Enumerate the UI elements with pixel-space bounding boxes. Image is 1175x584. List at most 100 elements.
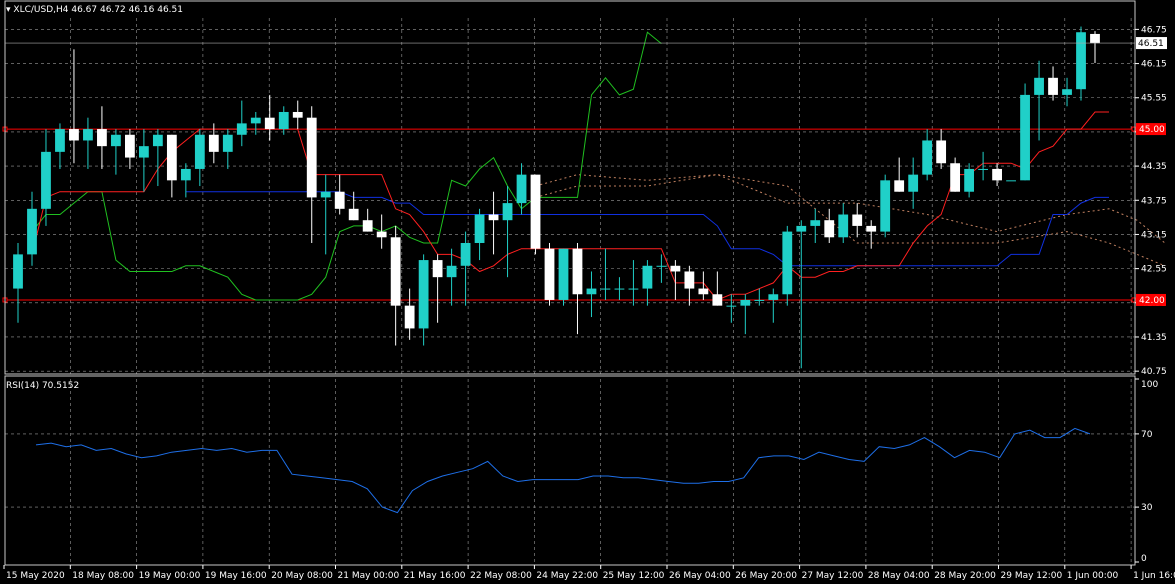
candle-body (852, 214, 863, 226)
candle-body (530, 174, 541, 249)
x-tick-label: 18 May 08:00 (72, 571, 134, 581)
x-tick-label: 20 May 08:00 (271, 571, 333, 581)
candle-body (460, 242, 471, 266)
x-tick-label: 25 May 12:00 (603, 571, 665, 581)
candle-body (1006, 180, 1016, 182)
y-tick-label: 46.15 (1141, 60, 1167, 70)
candle-body (222, 134, 233, 152)
candle-body (628, 288, 639, 290)
candle-body (684, 271, 695, 289)
candle-body (950, 163, 961, 192)
candle-body (166, 134, 177, 181)
x-tick-label: 21 May 16:00 (404, 571, 466, 581)
candle-body (432, 260, 443, 278)
candle-body (1090, 33, 1100, 44)
senkou-span-a (535, 174, 1166, 267)
candle-body (502, 203, 513, 221)
x-tick-label: 19 May 00:00 (139, 571, 201, 581)
x-tick-label: 15 May 2020 (6, 571, 65, 581)
y-tick-label: 40.75 (1141, 367, 1167, 377)
rsi-tick-label: 70 (1141, 430, 1153, 440)
rsi-tick-label: 100 (1141, 380, 1158, 390)
candle-body (320, 191, 331, 198)
candle-body (810, 220, 821, 226)
level-price-label: 45.00 (1139, 125, 1165, 135)
rsi-title: RSI(14) 70.5152 (6, 381, 80, 391)
level-price-label: 42.00 (1139, 296, 1165, 306)
candle-body (698, 288, 709, 295)
rsi-tick-label: 0 (1141, 554, 1147, 564)
candle-body (488, 214, 499, 221)
candle-body (516, 174, 527, 204)
candle-body (41, 151, 51, 209)
y-tick-label: 42.55 (1141, 265, 1167, 275)
candle-body (138, 146, 149, 158)
current-price-label: 46.51 (1138, 39, 1164, 49)
rsi-line (35, 427, 1091, 514)
rsi-panel-frame (4, 375, 1136, 566)
candle-body (1076, 32, 1086, 90)
grid (5, 18, 1135, 562)
level-price-tag (1136, 123, 1166, 136)
candle-body (27, 208, 37, 255)
candle-body (782, 231, 793, 295)
y-tick-label: 43.15 (1141, 230, 1167, 240)
candle-body (390, 237, 401, 306)
candle-body (376, 231, 387, 238)
candle-body (1062, 89, 1072, 95)
candle-body (13, 254, 23, 289)
y-tick-label: 44.35 (1141, 162, 1167, 172)
candle-body (754, 299, 765, 301)
candle-body (572, 248, 583, 295)
candle-body (642, 265, 653, 289)
x-tick-label: 26 May 20:00 (735, 571, 797, 581)
candle-body (474, 214, 485, 243)
candle-body (362, 220, 373, 232)
x-tick-label: 28 May 04:00 (868, 571, 930, 581)
candle-body (656, 265, 667, 267)
candle-body (111, 134, 121, 147)
x-tick-label: 27 May 12:00 (802, 571, 864, 581)
candle-body (292, 111, 303, 118)
x-tick-label: 29 May 12:00 (1001, 571, 1063, 581)
current-price-tag (1136, 37, 1167, 50)
tenkan-sen (31, 111, 1109, 301)
y-tick-label: 41.35 (1141, 333, 1167, 343)
x-tick-label: 24 May 22:00 (536, 571, 598, 581)
kijun-sen (185, 191, 1109, 267)
candle-body (922, 140, 933, 175)
x-tick-label: 21 May 00:00 (338, 571, 400, 581)
candle-body (544, 248, 555, 300)
candle-body (740, 299, 751, 306)
candle-body (250, 117, 261, 124)
price-axis[interactable]: 46.7546.1545.5544.9544.3543.7543.1542.55… (5, 25, 1167, 564)
candle-body (97, 129, 107, 147)
candle-body (908, 174, 919, 192)
rsi-series (35, 427, 1091, 514)
candle-body (194, 134, 205, 169)
chikou-span (31, 31, 662, 301)
y-tick-label: 45.55 (1141, 94, 1167, 104)
chart-title: ▾ XLC/USD,H4 46.67 46.72 46.16 46.51 (6, 5, 183, 16)
candle-body (446, 265, 457, 278)
candle-body (838, 214, 849, 238)
candle-body (894, 180, 905, 192)
candle-body (558, 248, 569, 300)
panel-frames (4, 0, 1136, 566)
candle-body (125, 134, 135, 158)
candle-body (796, 225, 807, 232)
x-tick-label: 1 Jun 00:00 (1067, 571, 1119, 581)
time-axis[interactable]: 15 May 2020 18 May 08:00 19 May 00:00 19 Ma… (3, 565, 1175, 581)
candle-body (978, 168, 988, 170)
candle-body (264, 117, 275, 130)
x-tick-label: 22 May 08:00 (470, 571, 532, 581)
candle-body (306, 117, 317, 198)
title-dropdown-icon[interactable]: ▾ (6, 5, 11, 15)
candle-body (880, 180, 891, 232)
candle-body (69, 129, 79, 141)
candle-body (586, 288, 597, 295)
candle-body (1020, 94, 1030, 181)
candle-body (768, 294, 779, 300)
x-tick-label: 19 May 16:00 (205, 571, 267, 581)
